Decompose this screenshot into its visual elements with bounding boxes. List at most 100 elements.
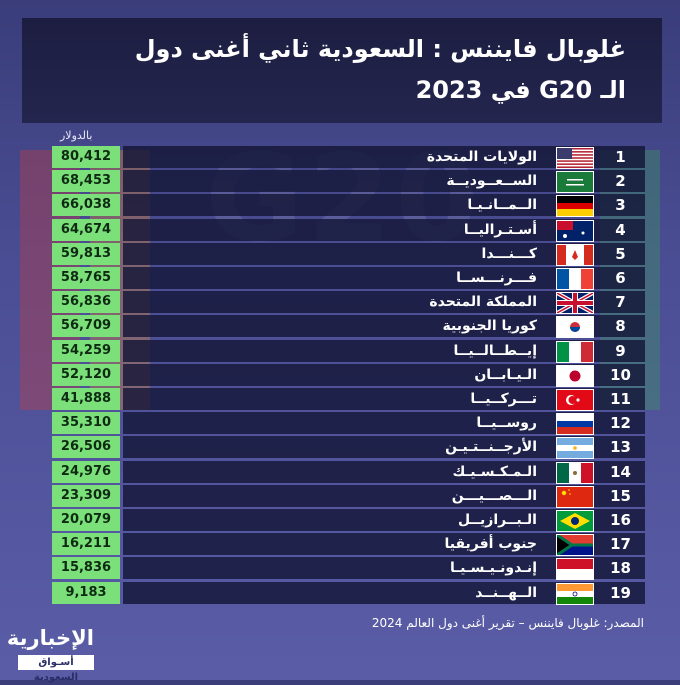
france-flag-icon bbox=[556, 268, 594, 290]
row-background-bar bbox=[123, 170, 645, 193]
chart-row: 23,309 الـــصـــيـــن 15 bbox=[0, 484, 680, 508]
value-label: 15,836 bbox=[52, 557, 120, 580]
country-label: جنوب أفريقيا bbox=[444, 536, 537, 553]
row-background-bar bbox=[123, 339, 645, 362]
value-label: 66,038 bbox=[52, 194, 120, 217]
chart-row: 20,079 الـبــرازيــل 16 bbox=[0, 509, 680, 532]
row-background-bar bbox=[123, 484, 645, 507]
rank-number: 2 bbox=[615, 172, 626, 191]
source-note: المصدر: غلوبال فايننس – تقرير أغنى دول ا… bbox=[371, 616, 644, 630]
country-label: إيــطــالــيــا bbox=[453, 342, 537, 359]
rank-number: 18 bbox=[610, 559, 631, 578]
rank-number: 7 bbox=[615, 293, 626, 312]
brazil-flag-icon bbox=[556, 510, 594, 532]
country-label: الـمـكـسـيـك bbox=[452, 463, 537, 480]
rank-number: 16 bbox=[610, 511, 631, 529]
rank-number: 3 bbox=[615, 196, 626, 215]
country-label: الـبــرازيــل bbox=[457, 512, 537, 528]
india-flag-icon bbox=[556, 582, 594, 605]
chart-row: 9,183 الــهــنــد 19 bbox=[0, 581, 680, 605]
title-line-1: غلوبال فايننس : السعودية ثاني أغنى دول bbox=[134, 35, 626, 63]
country-label: تـــركــيــا bbox=[470, 391, 537, 407]
country-label: الــمــانـيـا bbox=[467, 197, 537, 214]
row-background-bar bbox=[123, 412, 645, 435]
chart-row: 56,709 كوريا الجنوبية 8 bbox=[0, 315, 680, 339]
country-label: فـــرنـــســا bbox=[456, 270, 537, 286]
row-background-bar bbox=[123, 557, 645, 580]
rank-number: 4 bbox=[615, 220, 626, 239]
country-label: أسـتـراليــا bbox=[463, 221, 537, 238]
argentina-flag-icon bbox=[556, 437, 594, 460]
chart-row: 54,259 إيــطــالــيــا 9 bbox=[0, 339, 680, 363]
rank-number: 5 bbox=[615, 244, 626, 263]
row-background-bar bbox=[123, 267, 645, 289]
row-background-bar bbox=[123, 194, 645, 217]
row-background-bar bbox=[123, 363, 645, 386]
indonesia-flag-icon bbox=[556, 558, 594, 581]
south-korea-flag-icon bbox=[556, 316, 594, 339]
logo-tagline: أسـواق السعودية bbox=[18, 655, 94, 683]
chart-row: 35,310 روســيــا 12 bbox=[0, 412, 680, 436]
row-background-bar bbox=[123, 436, 645, 459]
chart-row: 41,888 تـــركــيــا 11 bbox=[0, 388, 680, 411]
canada-flag-icon bbox=[556, 243, 594, 266]
country-label: إنـدونـيـسـيـا bbox=[450, 560, 537, 577]
chart-row: 64,674 أسـتـراليــا 4 bbox=[0, 218, 680, 242]
country-label: كوريا الجنوبية bbox=[442, 318, 537, 335]
saudi-flag-icon bbox=[556, 171, 594, 194]
rank-number: 15 bbox=[610, 486, 631, 505]
row-background-bar bbox=[123, 315, 645, 338]
rank-number: 8 bbox=[615, 317, 626, 336]
chart-row: 24,976 الـمـكـسـيـك 14 bbox=[0, 460, 680, 484]
china-flag-icon bbox=[556, 485, 594, 508]
logo-name: الإخبارية bbox=[6, 626, 94, 650]
chart-row: 56,836 المملكة المتحدة 7 bbox=[0, 291, 680, 315]
country-label: الـــصـــيـــن bbox=[451, 487, 537, 504]
rank-number: 17 bbox=[610, 535, 631, 554]
chart-row: 15,836 إنـدونـيـسـيـا 18 bbox=[0, 557, 680, 581]
value-label: 52,120 bbox=[52, 363, 120, 386]
row-background-bar bbox=[123, 242, 645, 265]
rank-number: 12 bbox=[610, 414, 631, 433]
country-label: روســيــا bbox=[476, 415, 537, 432]
chart-row: 58,765 فـــرنـــســا 6 bbox=[0, 267, 680, 290]
value-label: 41,888 bbox=[52, 388, 120, 410]
row-background-bar bbox=[123, 218, 645, 241]
germany-flag-icon bbox=[556, 195, 594, 218]
country-label: الأرجــنــتـيـن bbox=[445, 439, 537, 456]
turkey-flag-icon bbox=[556, 389, 594, 411]
rank-number: 14 bbox=[610, 462, 631, 481]
value-label: 54,259 bbox=[52, 339, 120, 362]
south-africa-flag-icon bbox=[556, 533, 594, 557]
chart-row: 59,813 كـــنـــدا 5 bbox=[0, 242, 680, 266]
value-label: 56,836 bbox=[52, 291, 120, 314]
chart-row: 26,506 الأرجــنــتـيـن 13 bbox=[0, 436, 680, 460]
value-label: 59,813 bbox=[52, 242, 120, 265]
rank-number: 10 bbox=[610, 365, 631, 384]
value-label: 64,674 bbox=[52, 218, 120, 241]
country-label: الولايات المتحدة bbox=[426, 149, 537, 165]
uk-flag-icon bbox=[556, 291, 594, 315]
rank-number: 6 bbox=[615, 269, 626, 287]
australia-flag-icon bbox=[556, 219, 594, 242]
chart-row: 16,211 جنوب أفريقيا 17 bbox=[0, 533, 680, 557]
row-background-bar bbox=[123, 533, 645, 556]
japan-flag-icon bbox=[556, 364, 594, 387]
row-background-bar bbox=[123, 509, 645, 531]
value-label: 56,709 bbox=[52, 315, 120, 338]
chart-row: 80,412 الولايات المتحدة 1 bbox=[0, 146, 680, 169]
chart-row: 68,453 الســعــوديــة 2 bbox=[0, 170, 680, 194]
chart-row: 66,038 الــمــانـيـا 3 bbox=[0, 194, 680, 218]
rank-number: 13 bbox=[610, 438, 631, 457]
value-label: 58,765 bbox=[52, 267, 120, 289]
rank-number: 9 bbox=[615, 341, 626, 360]
us-flag-icon bbox=[556, 147, 594, 169]
value-label: 68,453 bbox=[52, 170, 120, 193]
country-label: كـــنـــدا bbox=[481, 245, 537, 262]
row-background-bar bbox=[123, 291, 645, 314]
value-label: 23,309 bbox=[52, 484, 120, 507]
value-label: 9,183 bbox=[52, 581, 120, 604]
italy-flag-icon bbox=[556, 340, 594, 363]
title-header bbox=[22, 18, 662, 123]
country-label: المملكة المتحدة bbox=[429, 294, 537, 311]
